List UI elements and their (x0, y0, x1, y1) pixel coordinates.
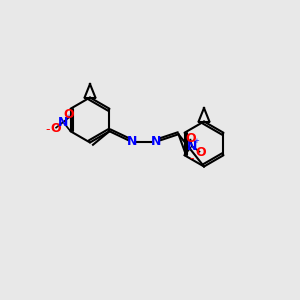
Text: N: N (187, 140, 197, 153)
Text: -: - (46, 123, 50, 136)
Text: -: - (190, 152, 194, 165)
Text: N: N (151, 135, 161, 148)
Text: N: N (127, 135, 137, 148)
Text: N: N (58, 116, 68, 129)
Text: O: O (196, 146, 206, 159)
Text: +: + (65, 114, 71, 120)
Text: O: O (64, 108, 74, 121)
Text: O: O (50, 122, 61, 135)
Text: +: + (194, 138, 200, 144)
Text: O: O (185, 132, 196, 145)
